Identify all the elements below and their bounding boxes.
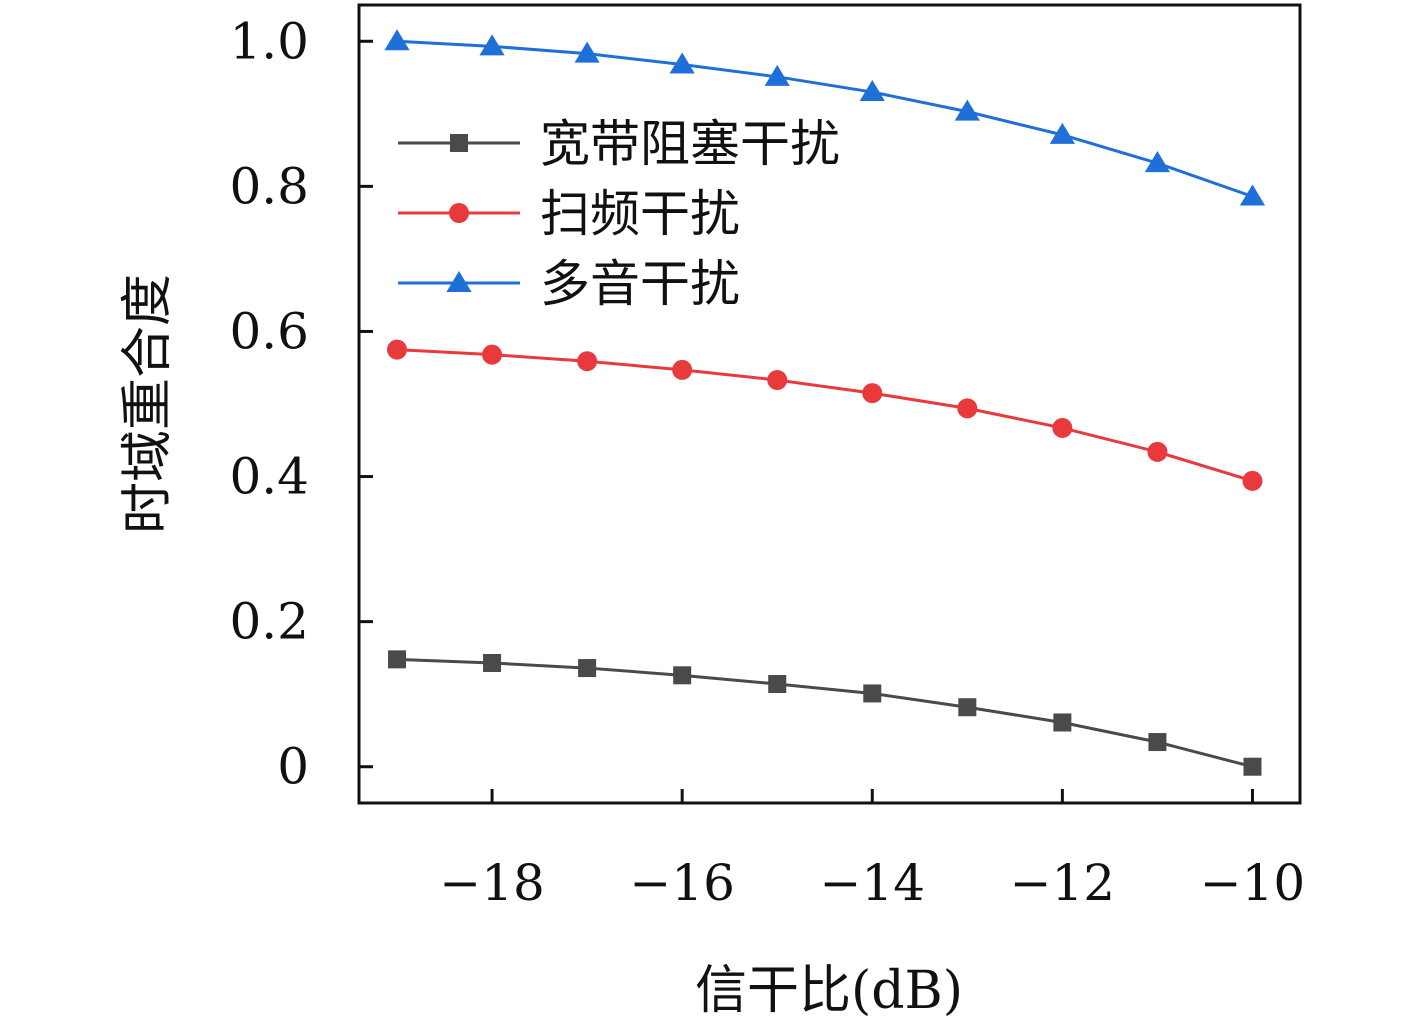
- triangle-marker: [1144, 151, 1171, 173]
- square-marker: [578, 659, 597, 678]
- series-line: [396, 657, 1253, 769]
- square-marker: [863, 684, 882, 703]
- circle-marker: [387, 339, 408, 360]
- x-tick-label: −18: [439, 854, 545, 912]
- series-triangle: [384, 29, 1266, 206]
- y-tick-label: 0.8: [229, 157, 309, 215]
- square-marker: [1148, 733, 1167, 752]
- triangle-marker: [384, 29, 410, 51]
- circle-marker: [1242, 470, 1263, 491]
- y-tick-label: 1.0: [229, 12, 309, 70]
- triangle-marker: [446, 271, 472, 292]
- square-marker: [1243, 757, 1262, 776]
- x-tick-label: −12: [1010, 854, 1116, 912]
- triangle-marker: [574, 41, 600, 63]
- triangle-marker: [479, 34, 505, 56]
- circle-marker: [1052, 417, 1073, 438]
- legend-item: 多音干扰: [398, 255, 740, 313]
- series-line: [396, 348, 1253, 483]
- circle-marker: [482, 344, 503, 365]
- triangle-marker: [669, 52, 695, 74]
- legend-item: 扫频干扰: [398, 185, 740, 243]
- y-tick-label: 0.6: [229, 302, 309, 360]
- circle-marker: [577, 351, 598, 372]
- square-marker: [450, 134, 468, 152]
- legend-item: 宽带阻塞干扰: [398, 115, 840, 173]
- circle-marker: [767, 370, 788, 391]
- circle-marker: [449, 203, 469, 223]
- series-circle: [387, 339, 1263, 491]
- series-line: [396, 39, 1253, 198]
- square-marker: [388, 650, 407, 669]
- legend-label: 多音干扰: [540, 255, 740, 313]
- x-axis: −18 −16 −14 −12 −10: [439, 789, 1305, 912]
- circle-marker: [672, 359, 693, 380]
- circle-marker: [1147, 441, 1168, 462]
- triangle-marker: [1239, 184, 1266, 206]
- y-axis-title: 时域重合度: [118, 274, 178, 534]
- square-marker: [483, 653, 502, 672]
- circle-marker: [862, 383, 883, 404]
- triangle-marker: [859, 80, 885, 102]
- x-tick-label: −16: [629, 854, 735, 912]
- x-axis-title: 信干比(dB): [695, 961, 963, 1021]
- square-marker: [768, 675, 787, 694]
- circle-marker: [957, 398, 978, 419]
- legend-label: 宽带阻塞干扰: [540, 115, 840, 173]
- square-marker: [1053, 713, 1072, 732]
- triangle-marker: [764, 64, 790, 86]
- x-tick-label: −14: [820, 854, 926, 912]
- triangle-marker: [1049, 122, 1075, 144]
- legend-label: 扫频干扰: [540, 185, 740, 243]
- square-marker: [673, 666, 692, 685]
- y-tick-label: 0.4: [229, 448, 309, 506]
- square-marker: [958, 698, 977, 717]
- series-layer: [384, 29, 1266, 776]
- y-tick-label: 0.2: [229, 593, 309, 651]
- series-square: [388, 650, 1262, 776]
- triangle-marker: [954, 99, 980, 121]
- y-tick-label: 0: [277, 738, 309, 796]
- x-tick-label: −10: [1200, 854, 1306, 912]
- y-axis: 0 0.2 0.4 0.6 0.8 1.0: [229, 12, 373, 796]
- plot-frame: [357, 3, 1302, 805]
